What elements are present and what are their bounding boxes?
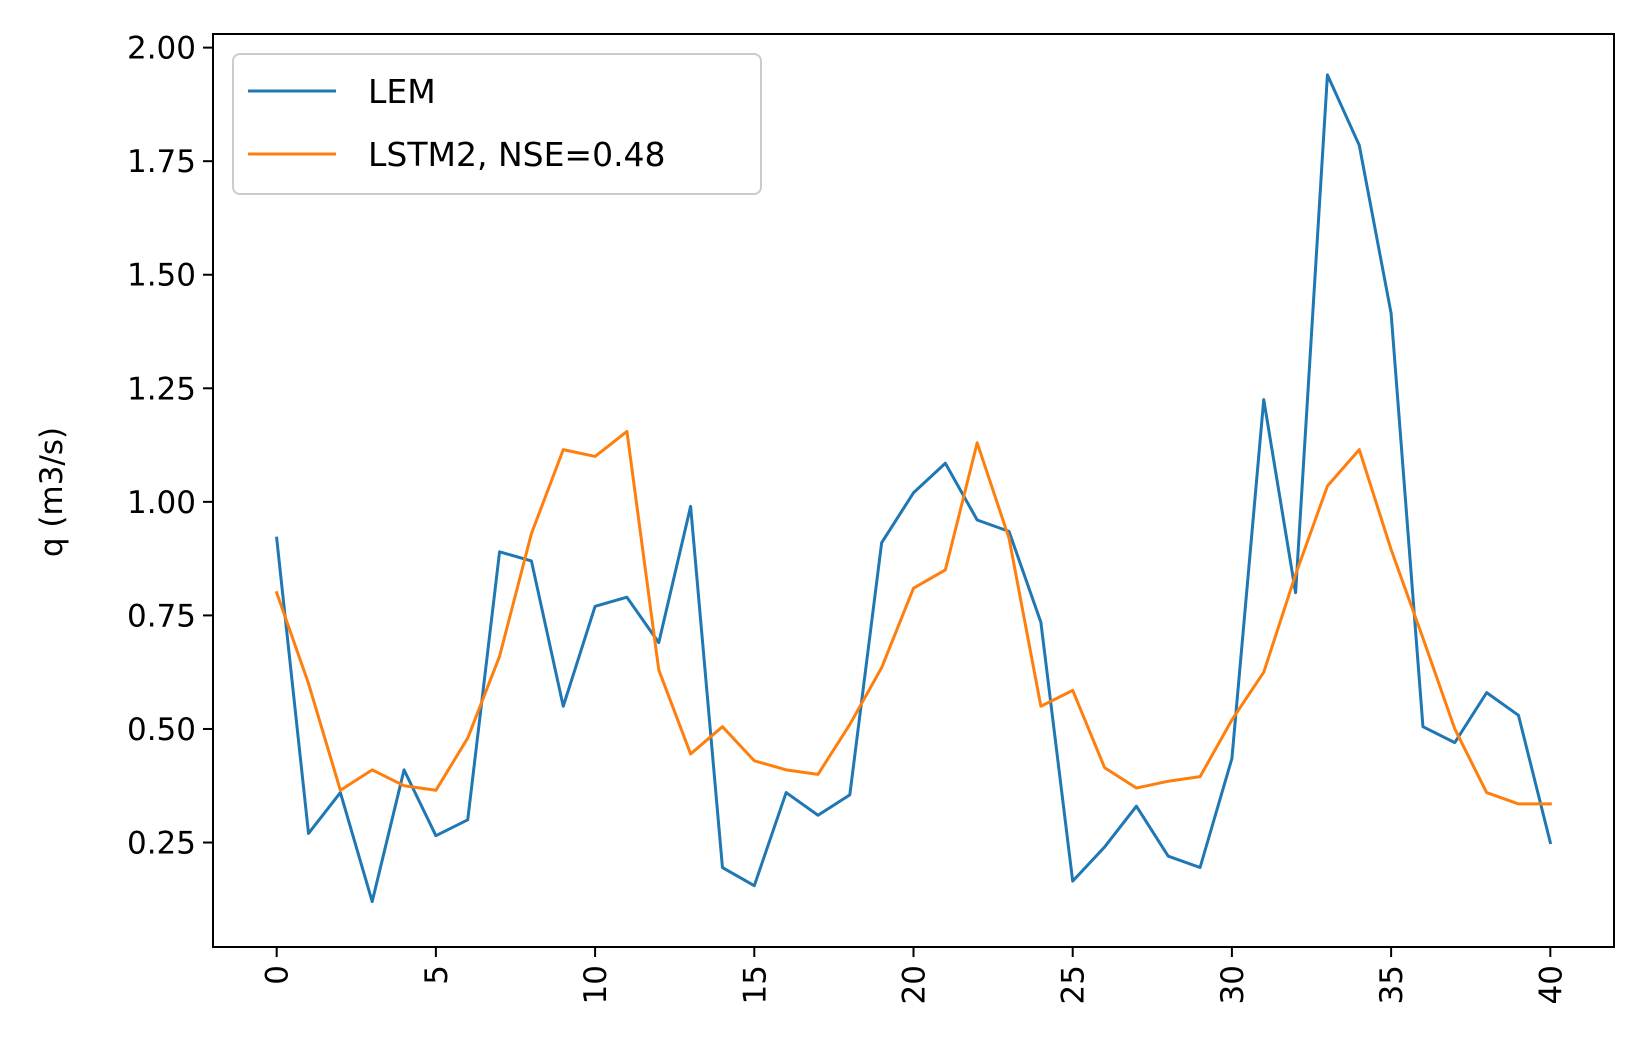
x-tick-label: 35 xyxy=(1374,965,1410,1004)
plot-frame xyxy=(212,33,1615,948)
plot-area xyxy=(274,73,1553,904)
x-tick-label: 25 xyxy=(1056,965,1092,1004)
series-line-lem xyxy=(275,73,1553,904)
y-tick-label: 0.75 xyxy=(127,598,196,634)
x-tick-label: 20 xyxy=(897,965,933,1004)
legend-label: LEM xyxy=(368,72,436,111)
x-tick-label: 5 xyxy=(419,965,455,985)
series-line-lstm2 xyxy=(274,429,1552,806)
x-tick-label: 10 xyxy=(578,965,614,1004)
y-tick-label: 2.00 xyxy=(127,31,196,67)
x-tick-label: 30 xyxy=(1215,965,1251,1004)
y-tick-label: 1.50 xyxy=(127,258,196,294)
x-tick-label: 40 xyxy=(1533,965,1569,1004)
y-tick-label: 0.50 xyxy=(127,712,196,748)
y-tick-label: 1.25 xyxy=(127,371,196,407)
y-axis: 0.25 0.50 0.75 1.00 1.25 1.50 1.75 2.00 xyxy=(127,31,213,862)
y-tick-label: 0.25 xyxy=(127,826,196,862)
legend: LEM LSTM2, NSE=0.48 xyxy=(232,53,762,195)
legend-box xyxy=(232,53,762,195)
x-axis: 0 5 10 15 20 25 30 35 40 xyxy=(260,947,1569,1004)
x-tick-label: 15 xyxy=(737,965,773,1004)
y-axis-label: q (m3/s) xyxy=(34,427,70,557)
y-tick-label: 1.00 xyxy=(127,485,196,521)
x-tick-label: 0 xyxy=(260,965,296,985)
y-tick-label: 1.75 xyxy=(127,144,196,180)
legend-label: LSTM2, NSE=0.48 xyxy=(368,135,666,174)
